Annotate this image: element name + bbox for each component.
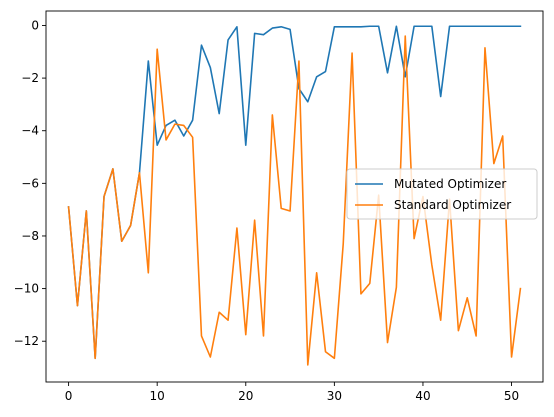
axes-frame	[45, 10, 544, 383]
legend-items: Mutated Optimizer Standard Optimizer	[355, 177, 511, 212]
y-tick-label: −4	[21, 124, 39, 138]
y-tick-label: 0	[31, 18, 39, 32]
series-line-standard-optimizer	[67, 35, 522, 366]
legend-label-mutated-optimizer: Mutated Optimizer	[394, 177, 506, 191]
x-tick-label: 10	[150, 389, 165, 403]
y-axis: 0 −2 −4 −6 −8 −10 −12	[14, 18, 46, 348]
legend-box	[346, 168, 538, 220]
y-tick-label: −8	[21, 229, 39, 243]
axes-spines	[45, 10, 544, 383]
x-tick-label: 50	[504, 389, 519, 403]
series-line-mutated-optimizer	[67, 25, 522, 360]
x-tick-label: 40	[415, 389, 430, 403]
y-tick-label: −10	[14, 282, 39, 296]
y-tick-label: −6	[21, 176, 39, 190]
x-tick-label: 20	[238, 389, 253, 403]
legend: Mutated Optimizer Standard Optimizer	[346, 168, 538, 220]
x-tick-label: 0	[65, 389, 73, 403]
y-tick-label: −2	[21, 71, 39, 85]
series-layer	[67, 25, 522, 366]
y-tick-label: −12	[14, 334, 39, 348]
x-axis: 0 10 20 30 40 50	[65, 382, 519, 403]
legend-label-standard-optimizer: Standard Optimizer	[394, 198, 511, 212]
x-tick-label: 30	[327, 389, 342, 403]
